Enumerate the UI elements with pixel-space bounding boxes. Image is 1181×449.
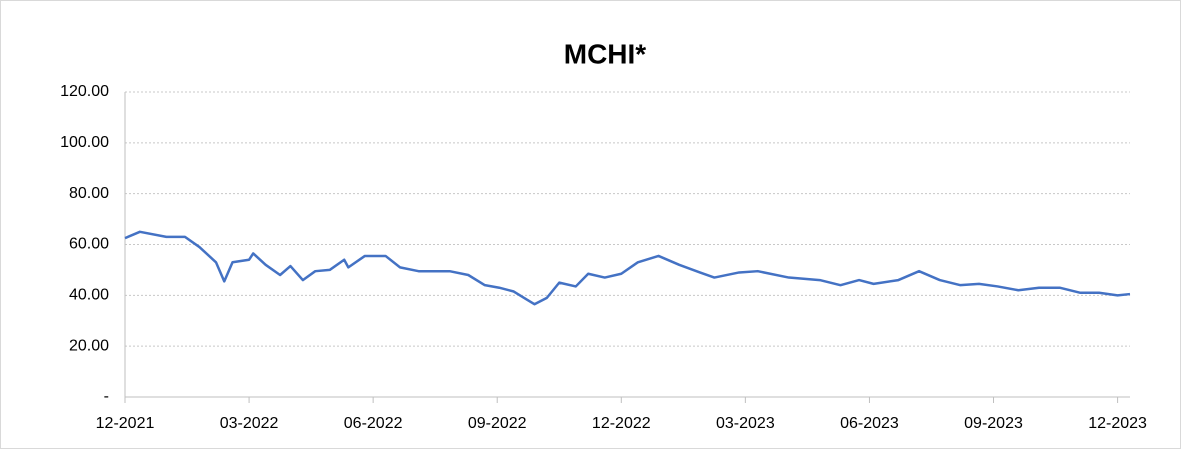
y-tick-label: 120.00 xyxy=(60,83,109,100)
y-tick-label: 60.00 xyxy=(69,236,109,253)
y-tick-label: 20.00 xyxy=(69,337,109,354)
x-tick-label: 06-2022 xyxy=(344,415,403,432)
y-tick-label: 40.00 xyxy=(69,287,109,304)
data-line xyxy=(124,230,1131,306)
x-tick-label: 06-2023 xyxy=(840,415,899,432)
x-tick-label: 09-2023 xyxy=(964,415,1023,432)
y-tick-label: 80.00 xyxy=(69,185,109,202)
x-tick-label: 12-2021 xyxy=(96,415,155,432)
x-tick-label: 03-2023 xyxy=(716,415,775,432)
x-tick-label: 03-2022 xyxy=(220,415,279,432)
y-tick-label: - xyxy=(104,388,109,405)
x-tick-label: 09-2022 xyxy=(468,415,527,432)
x-tick-label: 12-2023 xyxy=(1088,415,1147,432)
x-tick-label: 12-2022 xyxy=(592,415,651,432)
chart-title: MCHI* xyxy=(564,38,647,69)
y-tick-label: 100.00 xyxy=(60,134,109,151)
